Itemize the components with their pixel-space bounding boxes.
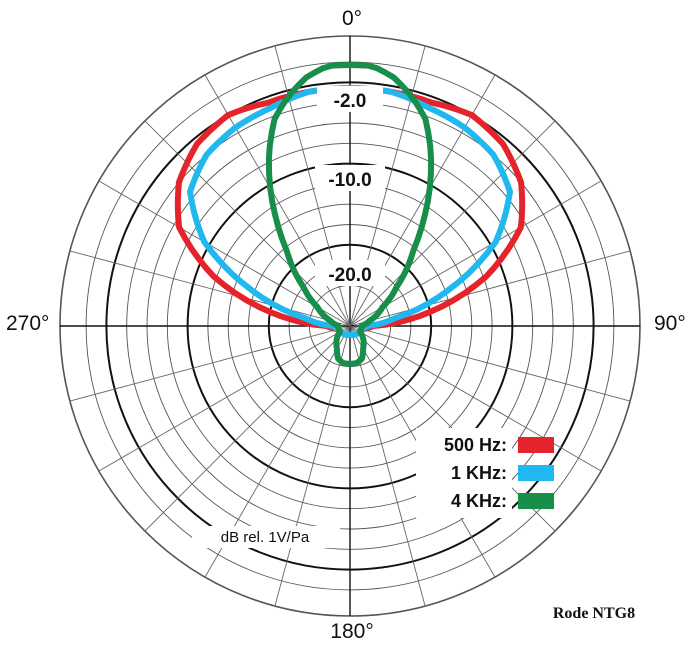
ring-label-bg (317, 86, 383, 112)
ring-labels: -2.0 -10.0 -20.0 (315, 86, 385, 286)
unit-label: dB rel. 1V/Pa (221, 529, 310, 546)
unit-label-bg (192, 526, 340, 548)
grid-spoke (98, 325, 351, 472)
angle-label-90: 90° (654, 312, 686, 335)
grid-spoke (349, 325, 426, 607)
grid-spoke (274, 325, 351, 607)
legend-label-1khz: 1 KHz: (451, 463, 507, 483)
grid-spoke (349, 325, 631, 402)
polar-curves (174, 62, 526, 367)
ring-label-minus-20: -20.0 (328, 265, 371, 286)
grid-spoke (144, 325, 351, 532)
grid-spoke (144, 120, 351, 327)
grid-spoke (349, 180, 602, 327)
ring-label-bg (315, 165, 385, 191)
grid-spoke (349, 120, 556, 327)
legend-swatch-4khz (518, 493, 554, 509)
grid-spoke (349, 250, 631, 327)
ring-label-bg (315, 260, 385, 286)
legend-swatch-1khz (518, 465, 554, 481)
polar-grid (59, 35, 641, 617)
legend: 500 Hz: 1 KHz: 4 KHz: (416, 428, 554, 518)
grid-spoke (349, 325, 602, 472)
angle-label-270: 270° (6, 312, 49, 335)
grid-spoke (69, 325, 351, 402)
legend-label-500hz: 500 Hz: (444, 435, 507, 455)
ring-label-minus-2: -2.0 (334, 91, 367, 112)
legend-label-4khz: 4 KHz: (451, 491, 507, 511)
ring-label-minus-10: -10.0 (328, 170, 371, 191)
polar-curve-1-khz (187, 85, 513, 338)
angle-label-0: 0° (342, 7, 362, 30)
angle-label-180: 180° (330, 620, 373, 643)
legend-bg (416, 428, 512, 518)
polar-curve-4-khz (265, 62, 435, 367)
grid-spoke (98, 180, 351, 327)
grid-spoke (69, 250, 351, 327)
legend-swatch-500hz (518, 437, 554, 453)
chart-caption: Rode NTG8 (553, 605, 635, 622)
